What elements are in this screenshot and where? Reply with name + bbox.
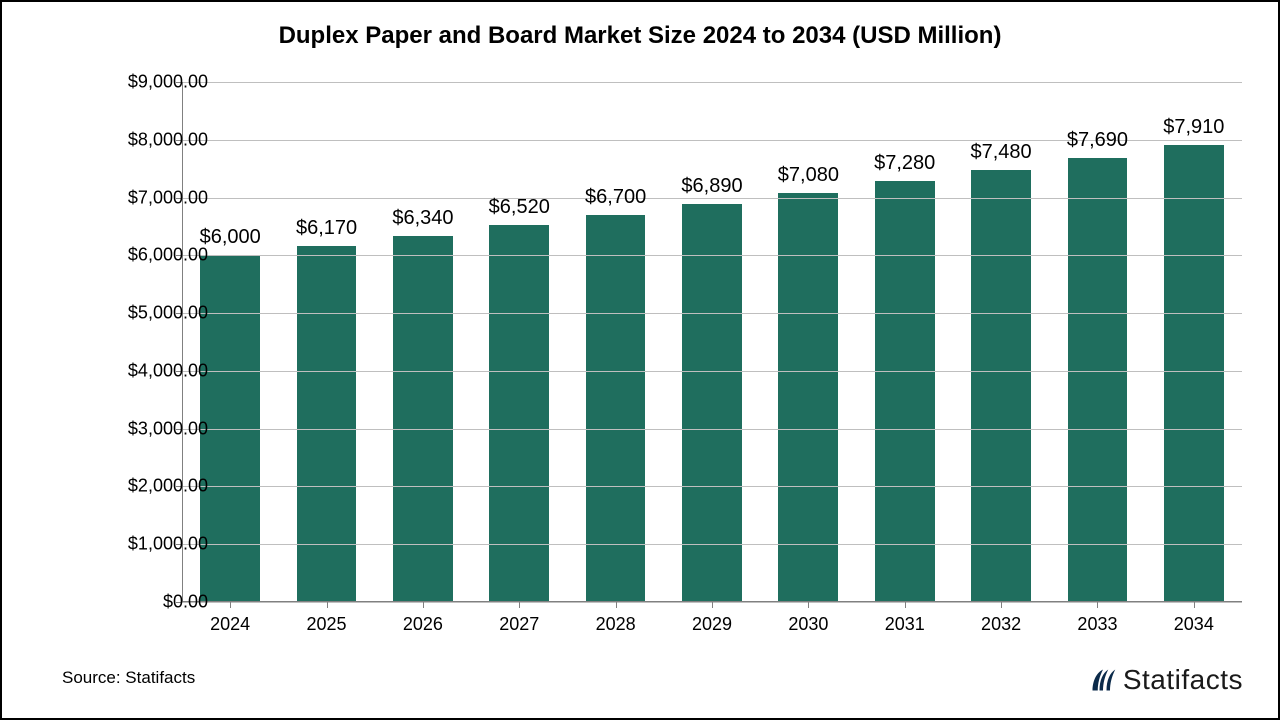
bar bbox=[971, 170, 1031, 602]
x-tick-mark bbox=[1001, 602, 1002, 608]
y-axis-label: $4,000.00 bbox=[98, 360, 208, 381]
gridline bbox=[182, 82, 1242, 83]
bar-value-label: $7,080 bbox=[778, 164, 839, 187]
bars-container bbox=[182, 82, 1242, 602]
x-axis-label: 2026 bbox=[403, 614, 443, 635]
x-axis-label: 2029 bbox=[692, 614, 732, 635]
x-tick-mark bbox=[616, 602, 617, 608]
bar bbox=[875, 181, 935, 602]
x-axis-label: 2027 bbox=[499, 614, 539, 635]
x-axis-label: 2033 bbox=[1077, 614, 1117, 635]
bar bbox=[1164, 145, 1224, 602]
bar-value-label: $6,700 bbox=[585, 186, 646, 209]
y-axis-label: $6,000.00 bbox=[98, 245, 208, 266]
gridline bbox=[182, 255, 1242, 256]
source-text: Source: Statifacts bbox=[62, 668, 195, 688]
chart-frame: Duplex Paper and Board Market Size 2024 … bbox=[0, 0, 1280, 720]
x-tick-mark bbox=[905, 602, 906, 608]
bar bbox=[1068, 158, 1128, 602]
x-tick-mark bbox=[712, 602, 713, 608]
y-axis-label: $0.00 bbox=[98, 592, 208, 613]
bar-value-label: $6,520 bbox=[489, 196, 550, 219]
bar-value-label: $7,280 bbox=[874, 152, 935, 175]
y-axis bbox=[182, 82, 183, 602]
x-axis-label: 2032 bbox=[981, 614, 1021, 635]
x-axis-label: 2031 bbox=[885, 614, 925, 635]
x-axis-label: 2028 bbox=[596, 614, 636, 635]
gridline bbox=[182, 371, 1242, 372]
x-tick-mark bbox=[327, 602, 328, 608]
brand-name: Statifacts bbox=[1123, 664, 1243, 696]
gridline bbox=[182, 313, 1242, 314]
x-tick-mark bbox=[519, 602, 520, 608]
y-axis-label: $9,000.00 bbox=[98, 72, 208, 93]
bar bbox=[682, 204, 742, 602]
chart-title: Duplex Paper and Board Market Size 2024 … bbox=[2, 22, 1278, 50]
gridline bbox=[182, 429, 1242, 430]
y-axis-label: $3,000.00 bbox=[98, 418, 208, 439]
x-axis-label: 2034 bbox=[1174, 614, 1214, 635]
x-tick-mark bbox=[423, 602, 424, 608]
bar bbox=[778, 193, 838, 602]
bar-value-label: $6,890 bbox=[681, 175, 742, 198]
bar bbox=[393, 236, 453, 602]
gridline bbox=[182, 486, 1242, 487]
bar bbox=[297, 246, 357, 602]
x-axis-label: 2025 bbox=[307, 614, 347, 635]
bar-value-label: $7,690 bbox=[1067, 129, 1128, 152]
y-axis-label: $5,000.00 bbox=[98, 303, 208, 324]
bar-value-label: $6,340 bbox=[392, 207, 453, 230]
brand: Statifacts bbox=[1089, 664, 1243, 696]
y-axis-label: $7,000.00 bbox=[98, 187, 208, 208]
x-tick-mark bbox=[808, 602, 809, 608]
x-tick-mark bbox=[1194, 602, 1195, 608]
x-axis-label: 2030 bbox=[788, 614, 828, 635]
brand-logo-icon bbox=[1089, 666, 1117, 694]
y-axis-label: $2,000.00 bbox=[98, 476, 208, 497]
bar-value-label: $7,910 bbox=[1163, 116, 1224, 139]
x-tick-mark bbox=[230, 602, 231, 608]
gridline bbox=[182, 544, 1242, 545]
bar-value-label: $6,170 bbox=[296, 217, 357, 240]
x-axis-label: 2024 bbox=[210, 614, 250, 635]
y-axis-label: $8,000.00 bbox=[98, 129, 208, 150]
bar-value-label: $7,480 bbox=[970, 141, 1031, 164]
bar-value-label: $6,000 bbox=[200, 226, 261, 249]
bar bbox=[489, 225, 549, 602]
y-axis-label: $1,000.00 bbox=[98, 534, 208, 555]
plot-area: $6,000 $6,170 $6,340 $6,520 $6,700 $6,890 $7,0… bbox=[182, 82, 1242, 602]
x-tick-mark bbox=[1097, 602, 1098, 608]
